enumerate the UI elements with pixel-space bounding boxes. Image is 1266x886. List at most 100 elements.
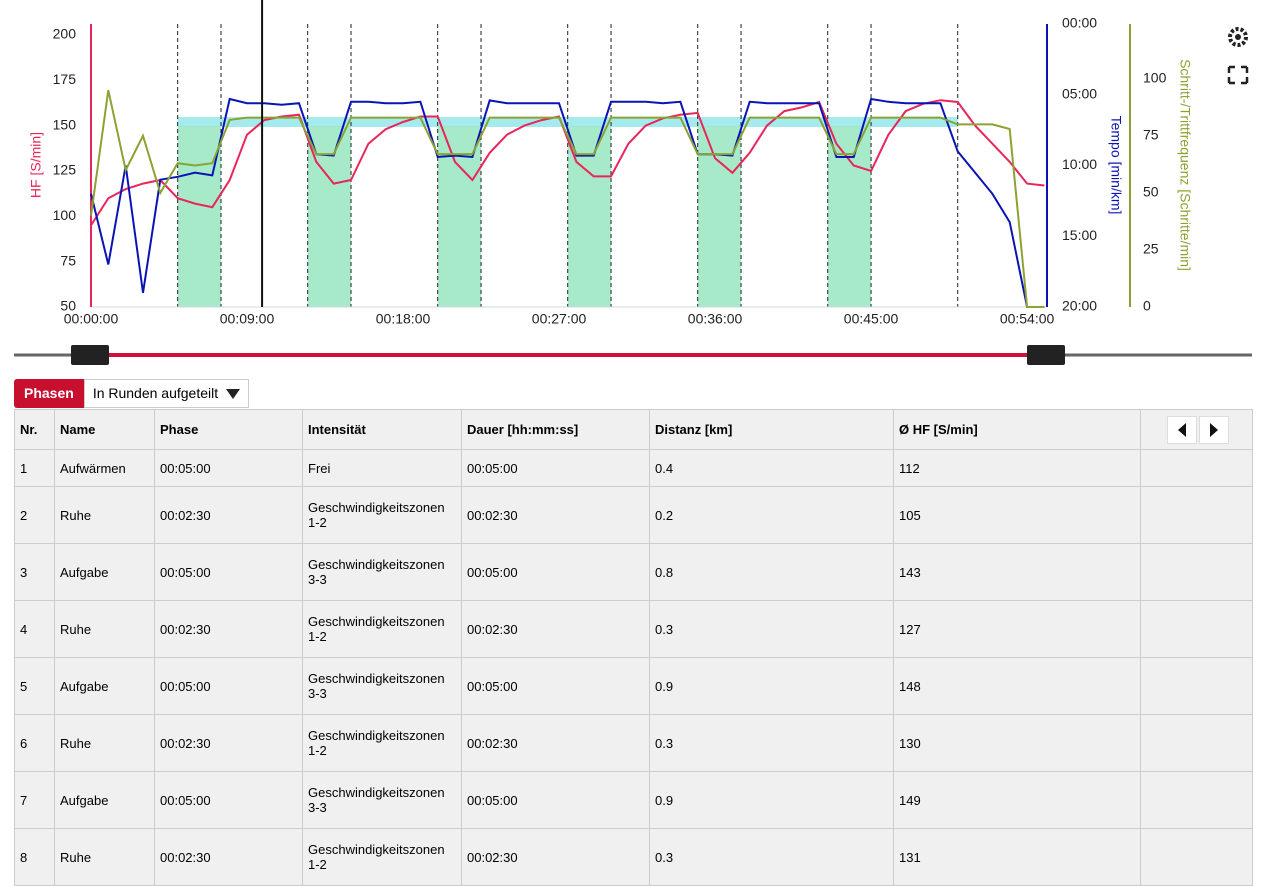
y-tick-label: 175 — [53, 71, 77, 87]
y-tick-label: 125 — [53, 162, 77, 178]
table-cell: 8 — [14, 828, 55, 886]
table-cell: Aufgabe — [54, 657, 155, 715]
nav-arrow — [1209, 422, 1218, 437]
table-cell: Geschwindigkeitszonen 3-3 — [302, 771, 462, 829]
column-header: Intensität — [302, 409, 462, 450]
table-cell — [1140, 600, 1253, 658]
table-cell — [1140, 771, 1253, 829]
y3-tick-label: 0 — [1143, 298, 1151, 314]
y2-tick-label: 20:00 — [1062, 298, 1097, 314]
dropdown[interactable]: In Runden aufgeteilt — [83, 379, 250, 408]
table-cell: 00:05:00 — [154, 543, 303, 601]
page: HF [S/min] Tempo [min/km] Schritt-/Tritt… — [14, 0, 1253, 886]
table-cell — [1140, 449, 1253, 487]
y3-tick-label: 25 — [1143, 241, 1159, 257]
dropdown-arrow — [226, 388, 241, 399]
y2-axis-label: Tempo [min/km] — [1108, 116, 1124, 215]
column-header: Nr. — [14, 409, 55, 450]
table-cell — [1140, 828, 1253, 886]
chart: HF [S/min] Tempo [min/km] Schritt-/Tritt… — [14, 0, 1253, 365]
table-cell: 00:02:30 — [461, 600, 650, 658]
table-row: 8 Ruhe 00:02:30 Geschwindigkeitszonen 1-2 00… — [14, 828, 1253, 886]
table-cell: Ruhe — [54, 600, 155, 658]
table-cell: 105 — [893, 486, 1141, 544]
table-row: 2 Ruhe 00:02:30 Geschwindigkeitszonen 1-2 00… — [14, 486, 1253, 544]
table-cell: 0.9 — [649, 771, 894, 829]
table-cell — [1140, 714, 1253, 772]
table-cell: 0.3 — [649, 600, 894, 658]
y-tick-label: 50 — [60, 298, 76, 314]
table-row: 5 Aufgabe 00:05:00 Geschwindigkeitszonen 3-… — [14, 657, 1253, 715]
slider-handle[interactable] — [1027, 345, 1065, 365]
column-header: Distanz [km] — [649, 409, 894, 450]
controls: Phasen In Runden aufgeteilt — [14, 379, 250, 408]
table-cell: 00:05:00 — [154, 771, 303, 829]
table-row: 6 Ruhe 00:02:30 Geschwindigkeitszonen 1-2 00… — [14, 714, 1253, 772]
table-cell: Aufgabe — [54, 543, 155, 601]
nav-arrow — [1177, 422, 1186, 437]
table-cell: 127 — [893, 600, 1141, 658]
table-cell — [1140, 657, 1253, 715]
table-cell: 7 — [14, 771, 55, 829]
table-row: 3 Aufgabe 00:05:00 Geschwindigkeitszonen 3-… — [14, 543, 1253, 601]
table-cell — [1140, 543, 1253, 601]
x-tick-label: 00:27:00 — [532, 311, 587, 327]
nav-button[interactable] — [1166, 415, 1197, 444]
y2-tick-label: 05:00 — [1062, 85, 1097, 101]
table-cell: 0.9 — [649, 657, 894, 715]
table-cell: 00:05:00 — [461, 449, 650, 487]
x-tick-label: 00:18:00 — [376, 311, 431, 327]
table-cell: 00:02:30 — [461, 486, 650, 544]
column-header: Ø HF [S/min] — [893, 409, 1141, 450]
table-cell: 00:02:30 — [154, 714, 303, 772]
x-tick-label: 00:09:00 — [220, 311, 275, 327]
table-cell: 0.3 — [649, 828, 894, 886]
x-tick-label: 00:36:00 — [688, 311, 743, 327]
table-cell: 149 — [893, 771, 1141, 829]
settings-icon[interactable] — [1223, 23, 1253, 51]
table-cell: 2 — [14, 486, 55, 544]
table-cell: Aufgabe — [54, 771, 155, 829]
table-cell: Frei — [302, 449, 462, 487]
nav-button[interactable] — [1198, 415, 1229, 444]
table-row: 1 Aufwärmen 00:05:00 Frei 00:05:00 0.4 112 — [14, 449, 1253, 487]
y2-tick-label: 00:00 — [1062, 15, 1097, 31]
table-cell: 0.4 — [649, 449, 894, 487]
y-tick-label: 150 — [53, 116, 77, 132]
column-header: Dauer [hh:mm:ss] — [461, 409, 650, 450]
table-cell: 5 — [14, 657, 55, 715]
rest-phase-shade — [697, 126, 742, 307]
table-cell: 131 — [893, 828, 1141, 886]
table-cell: 00:02:30 — [461, 714, 650, 772]
table-cell: 00:05:00 — [154, 657, 303, 715]
fullscreen-icon[interactable] — [1223, 61, 1253, 89]
table-cell: Ruhe — [54, 486, 155, 544]
table-cell: 112 — [893, 449, 1141, 487]
tab-button[interactable]: Phasen — [14, 379, 84, 408]
table-cell: 00:02:30 — [154, 486, 303, 544]
header-row: Nr. Name Phase Intensität Dauer [hh:mm:ss] Di… — [14, 409, 1253, 450]
table-cell: 00:05:00 — [461, 543, 650, 601]
table-cell: 00:05:00 — [154, 449, 303, 487]
table-cell: Geschwindigkeitszonen 3-3 — [302, 657, 462, 715]
table-cell: Geschwindigkeitszonen 3-3 — [302, 543, 462, 601]
nav-cell — [1140, 409, 1253, 450]
table-cell: 3 — [14, 543, 55, 601]
table-cell: Ruhe — [54, 714, 155, 772]
table-cell: 148 — [893, 657, 1141, 715]
series-line — [90, 99, 1045, 226]
x-tick-label: 00:45:00 — [844, 311, 899, 327]
table-cell: 1 — [14, 449, 55, 487]
phase-table: Nr. Name Phase Intensität Dauer [hh:mm:ss] Di… — [14, 409, 1253, 886]
slider-handle[interactable] — [71, 345, 109, 365]
x-tick-label: 00:54:00 — [1000, 311, 1055, 327]
table-cell: 00:02:30 — [461, 828, 650, 886]
table-cell: 4 — [14, 600, 55, 658]
rest-phase-shade — [177, 126, 222, 307]
table-cell: 00:02:30 — [154, 600, 303, 658]
column-header: Name — [54, 409, 155, 450]
y2-tick-label: 10:00 — [1062, 156, 1097, 172]
y-tick-label: 200 — [53, 26, 77, 42]
table-cell: Geschwindigkeitszonen 1-2 — [302, 600, 462, 658]
series-line — [90, 89, 1045, 308]
